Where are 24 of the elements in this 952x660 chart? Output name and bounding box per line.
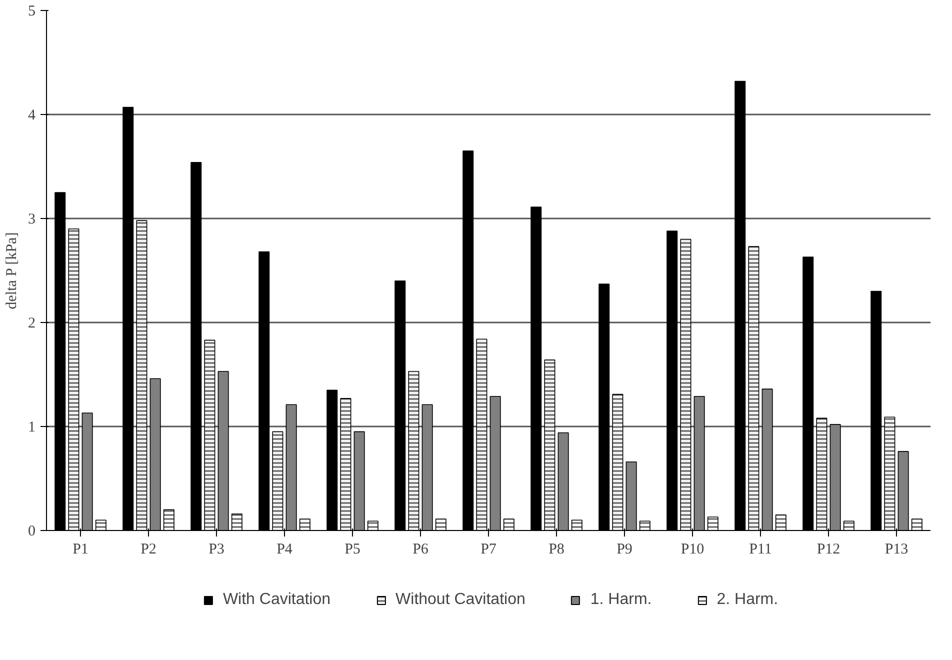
y-tick-label: 2 bbox=[28, 316, 36, 332]
x-tick-label: P11 bbox=[749, 542, 772, 558]
x-tick-label: P6 bbox=[412, 542, 429, 558]
legend-label: 2. Harm. bbox=[716, 591, 778, 609]
x-tick-label: P5 bbox=[344, 542, 360, 558]
x-tick-label: P3 bbox=[208, 542, 224, 558]
x-tick-label: P7 bbox=[480, 542, 497, 558]
y-tick-label: 5 bbox=[28, 4, 36, 20]
x-tick-label: P13 bbox=[884, 542, 908, 558]
x-tick-label: P4 bbox=[276, 542, 293, 558]
x-tick-label: P8 bbox=[548, 542, 564, 558]
legend-label: With Cavitation bbox=[222, 591, 331, 609]
y-tick-label: 4 bbox=[28, 108, 36, 124]
y-axis-title: delta P [kPa] bbox=[4, 232, 20, 310]
legend-label: Without Cavitation bbox=[396, 591, 526, 609]
legend-label: 1. Harm. bbox=[590, 591, 652, 609]
y-tick-label: 1 bbox=[28, 420, 36, 436]
x-tick-label: P2 bbox=[140, 542, 156, 558]
x-tick-label: P1 bbox=[72, 542, 88, 558]
x-tick-label: P12 bbox=[816, 542, 840, 558]
x-tick-label: P9 bbox=[616, 542, 632, 558]
y-tick-label: 0 bbox=[28, 524, 36, 540]
x-tick-label: P10 bbox=[680, 542, 704, 558]
y-tick-label: 3 bbox=[28, 212, 36, 228]
